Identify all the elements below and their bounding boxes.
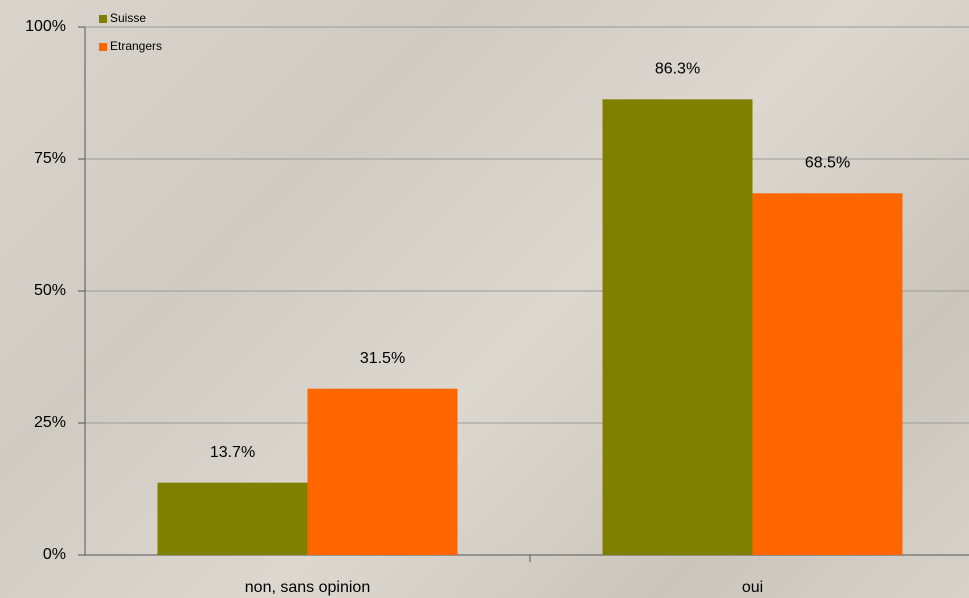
- bar: [602, 99, 753, 555]
- x-tick-label: oui: [742, 579, 763, 596]
- y-tick-label: 50%: [34, 282, 66, 299]
- value-label: 13.7%: [210, 444, 255, 461]
- y-tick-label: 75%: [34, 150, 66, 167]
- legend-label: Etrangers: [110, 39, 162, 53]
- y-tick-label: 25%: [34, 414, 66, 431]
- legend-label: Suisse: [110, 11, 146, 25]
- bar: [307, 388, 458, 555]
- y-tick-label: 0%: [43, 546, 66, 563]
- x-tick-label: non, sans opinion: [245, 579, 370, 596]
- bar: [157, 482, 308, 555]
- value-label: 31.5%: [360, 350, 405, 367]
- value-label: 86.3%: [655, 61, 700, 78]
- y-tick-label: 100%: [25, 18, 66, 35]
- value-label: 68.5%: [805, 155, 850, 172]
- bar: [752, 193, 903, 555]
- legend-swatch: [99, 43, 107, 51]
- legend-swatch: [99, 15, 107, 23]
